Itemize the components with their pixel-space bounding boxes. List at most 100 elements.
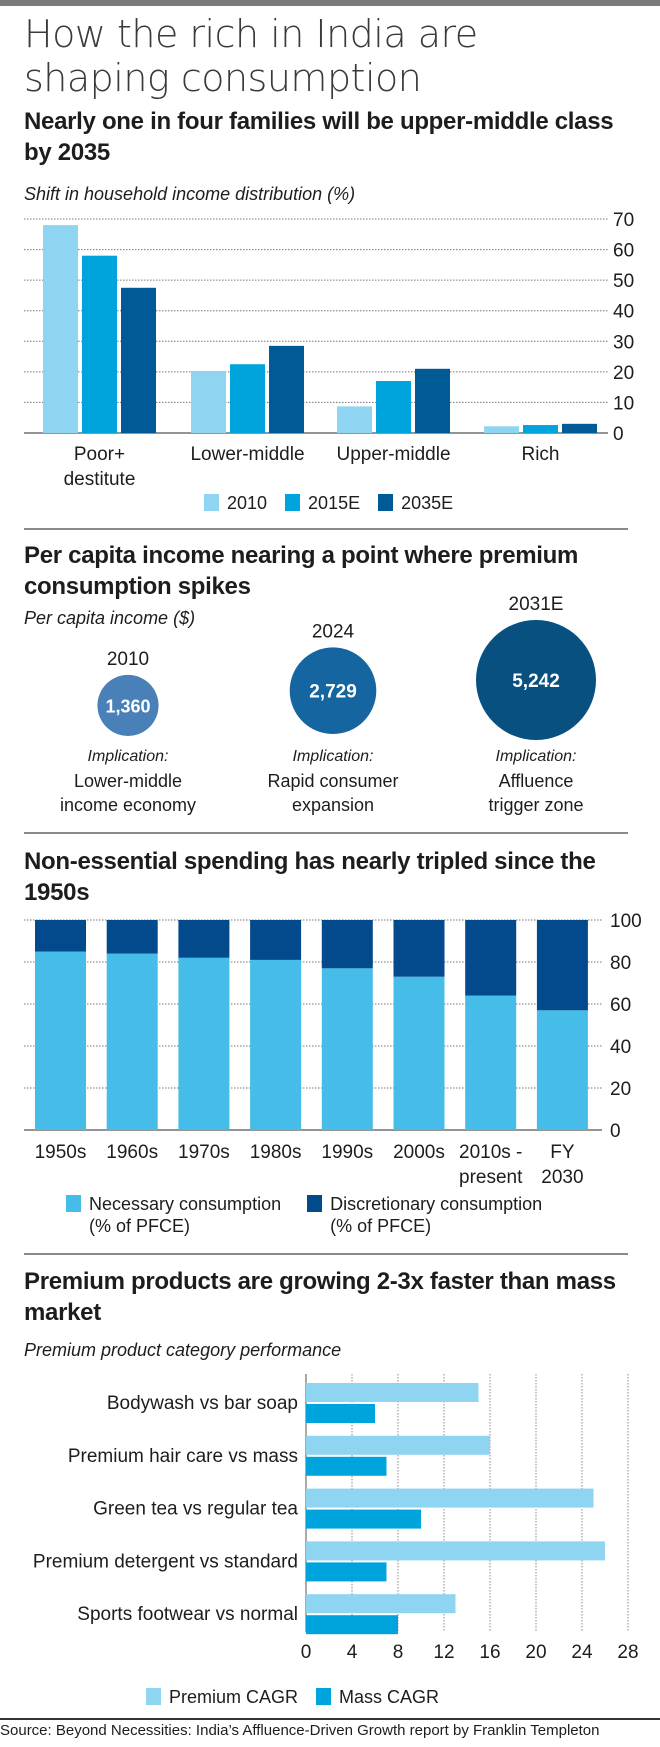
section-divider — [24, 1253, 628, 1255]
bar-2010 — [337, 406, 372, 433]
x-category-label: present — [459, 1167, 523, 1188]
implication-label: Implication: — [495, 748, 577, 765]
section-divider — [24, 528, 628, 530]
bar-2010 — [484, 426, 519, 433]
x-category-label: Lower-middle — [190, 444, 304, 465]
legend-item: Necessary consumption (% of PFCE) — [66, 1193, 281, 1237]
x-category-label: destitute — [64, 469, 136, 490]
bar-2035e — [415, 368, 450, 433]
legend-label: Discretionary consumption (% of PFCE) — [330, 1194, 543, 1236]
y-category-label: Green tea vs regular tea — [93, 1499, 298, 1520]
y-tick-label: 20 — [610, 1079, 631, 1100]
x-tick-label: 20 — [525, 1642, 546, 1663]
x-category-label: 2000s — [393, 1142, 445, 1163]
legend-label: 2010 — [227, 493, 268, 513]
x-tick-label: 16 — [479, 1642, 500, 1663]
legend-swatch — [146, 1688, 161, 1705]
x-category-label: 1980s — [250, 1142, 302, 1163]
x-tick-label: 28 — [617, 1642, 638, 1663]
y-category-label: Sports footwear vs normal — [77, 1604, 298, 1625]
x-category-label: 1990s — [321, 1142, 373, 1163]
x-tick-label: 4 — [347, 1642, 358, 1663]
y-tick-label: 10 — [613, 393, 634, 414]
implication-line: income economy — [59, 795, 197, 815]
bar-necessary — [250, 959, 302, 1130]
y-tick-label: 60 — [610, 995, 631, 1016]
x-category-label: 2030 — [541, 1167, 583, 1188]
bar-discretionary — [35, 920, 86, 952]
x-category-label: 1970s — [178, 1142, 230, 1163]
bar-necessary — [321, 968, 373, 1130]
implication-text: Implication: Affluence trigger zone — [446, 745, 626, 817]
top-bar — [0, 0, 660, 6]
bar-necessary — [393, 976, 445, 1130]
bar-mass — [306, 1562, 387, 1582]
legend-swatch — [307, 1195, 323, 1212]
implication-label: Implication: — [292, 748, 374, 765]
income-bubble — [97, 674, 159, 736]
x-category-label: Poor+ — [74, 444, 125, 465]
bar-2010 — [191, 370, 226, 433]
legend-swatch — [378, 494, 394, 511]
bar-discretionary — [178, 920, 230, 958]
bar-2015e — [376, 381, 411, 433]
x-tick-label: 24 — [571, 1642, 593, 1663]
legend-label: Premium CAGR — [169, 1687, 299, 1707]
bubble-value: 1,360 — [105, 696, 150, 716]
bubble-value: 2,729 — [309, 682, 357, 703]
bar-2035e — [121, 287, 156, 433]
implication-line: expansion — [291, 795, 375, 815]
x-tick-label: 12 — [433, 1642, 454, 1663]
legend-label: 2035E — [401, 493, 454, 513]
bar-mass — [306, 1456, 387, 1476]
x-category-label: 1960s — [106, 1142, 158, 1163]
y-tick-label: 40 — [610, 1037, 631, 1058]
bar-discretionary — [393, 920, 445, 977]
bar-2035e — [562, 423, 597, 433]
y-category-label: Bodywash vs bar soap — [107, 1393, 298, 1414]
bar-discretionary — [250, 920, 302, 960]
bar-2010 — [43, 225, 78, 433]
bubble-year-label: 2024 — [312, 621, 355, 642]
legend-swatch — [285, 494, 301, 511]
legend-label: Necessary consumption (% of PFCE) — [89, 1194, 282, 1236]
x-tick-label: 8 — [393, 1642, 404, 1663]
bar-discretionary — [536, 920, 588, 1011]
y-tick-label: 60 — [613, 241, 634, 262]
chart4-subtitle: Premium product category performance — [24, 1340, 342, 1360]
y-tick-label: 20 — [613, 363, 634, 384]
chart3-legend: Necessary consumption (% of PFCE) Discreti… — [66, 1193, 568, 1237]
legend-label: Mass CAGR — [339, 1687, 440, 1707]
legend-item: 2015E — [285, 492, 360, 514]
chart4-legend: Premium CAGR Mass CAGR — [146, 1686, 457, 1708]
bar-necessary — [106, 953, 158, 1130]
implication-line: trigger zone — [488, 795, 584, 815]
bar-premium — [306, 1435, 490, 1455]
implication-label: Implication: — [87, 748, 169, 765]
bar-premium — [306, 1541, 605, 1561]
x-category-label: 1950s — [35, 1142, 87, 1163]
x-category-label: FY — [550, 1142, 575, 1163]
y-tick-label: 70 — [613, 210, 634, 231]
chart4-title: Premium products are growing 2-3x faster… — [24, 1268, 616, 1326]
bar-necessary — [35, 951, 86, 1130]
legend-item: 2010 — [204, 492, 267, 514]
bar-mass — [306, 1615, 398, 1635]
bubble-year-label: 2031E — [509, 594, 564, 615]
x-tick-label: 0 — [301, 1642, 312, 1663]
y-tick-label: 0 — [610, 1121, 621, 1142]
implication-text: Implication: Lower-middle income economy — [38, 745, 218, 817]
bubble-year-label: 2010 — [107, 649, 149, 670]
x-category-label: Upper-middle — [336, 444, 450, 465]
implication-line: Rapid consumer — [267, 771, 399, 791]
legend-item: Premium CAGR — [146, 1686, 298, 1708]
spending-stacked-chart: 0 20 40 60 80 100 1950s 1960s 1970s 1980s 1990s 200… — [24, 911, 642, 1188]
y-tick-label: 100 — [610, 911, 642, 932]
section-divider — [24, 832, 628, 834]
y-tick-label: 0 — [613, 424, 624, 445]
income-bubble — [476, 620, 596, 740]
bar-2015e — [230, 364, 265, 433]
